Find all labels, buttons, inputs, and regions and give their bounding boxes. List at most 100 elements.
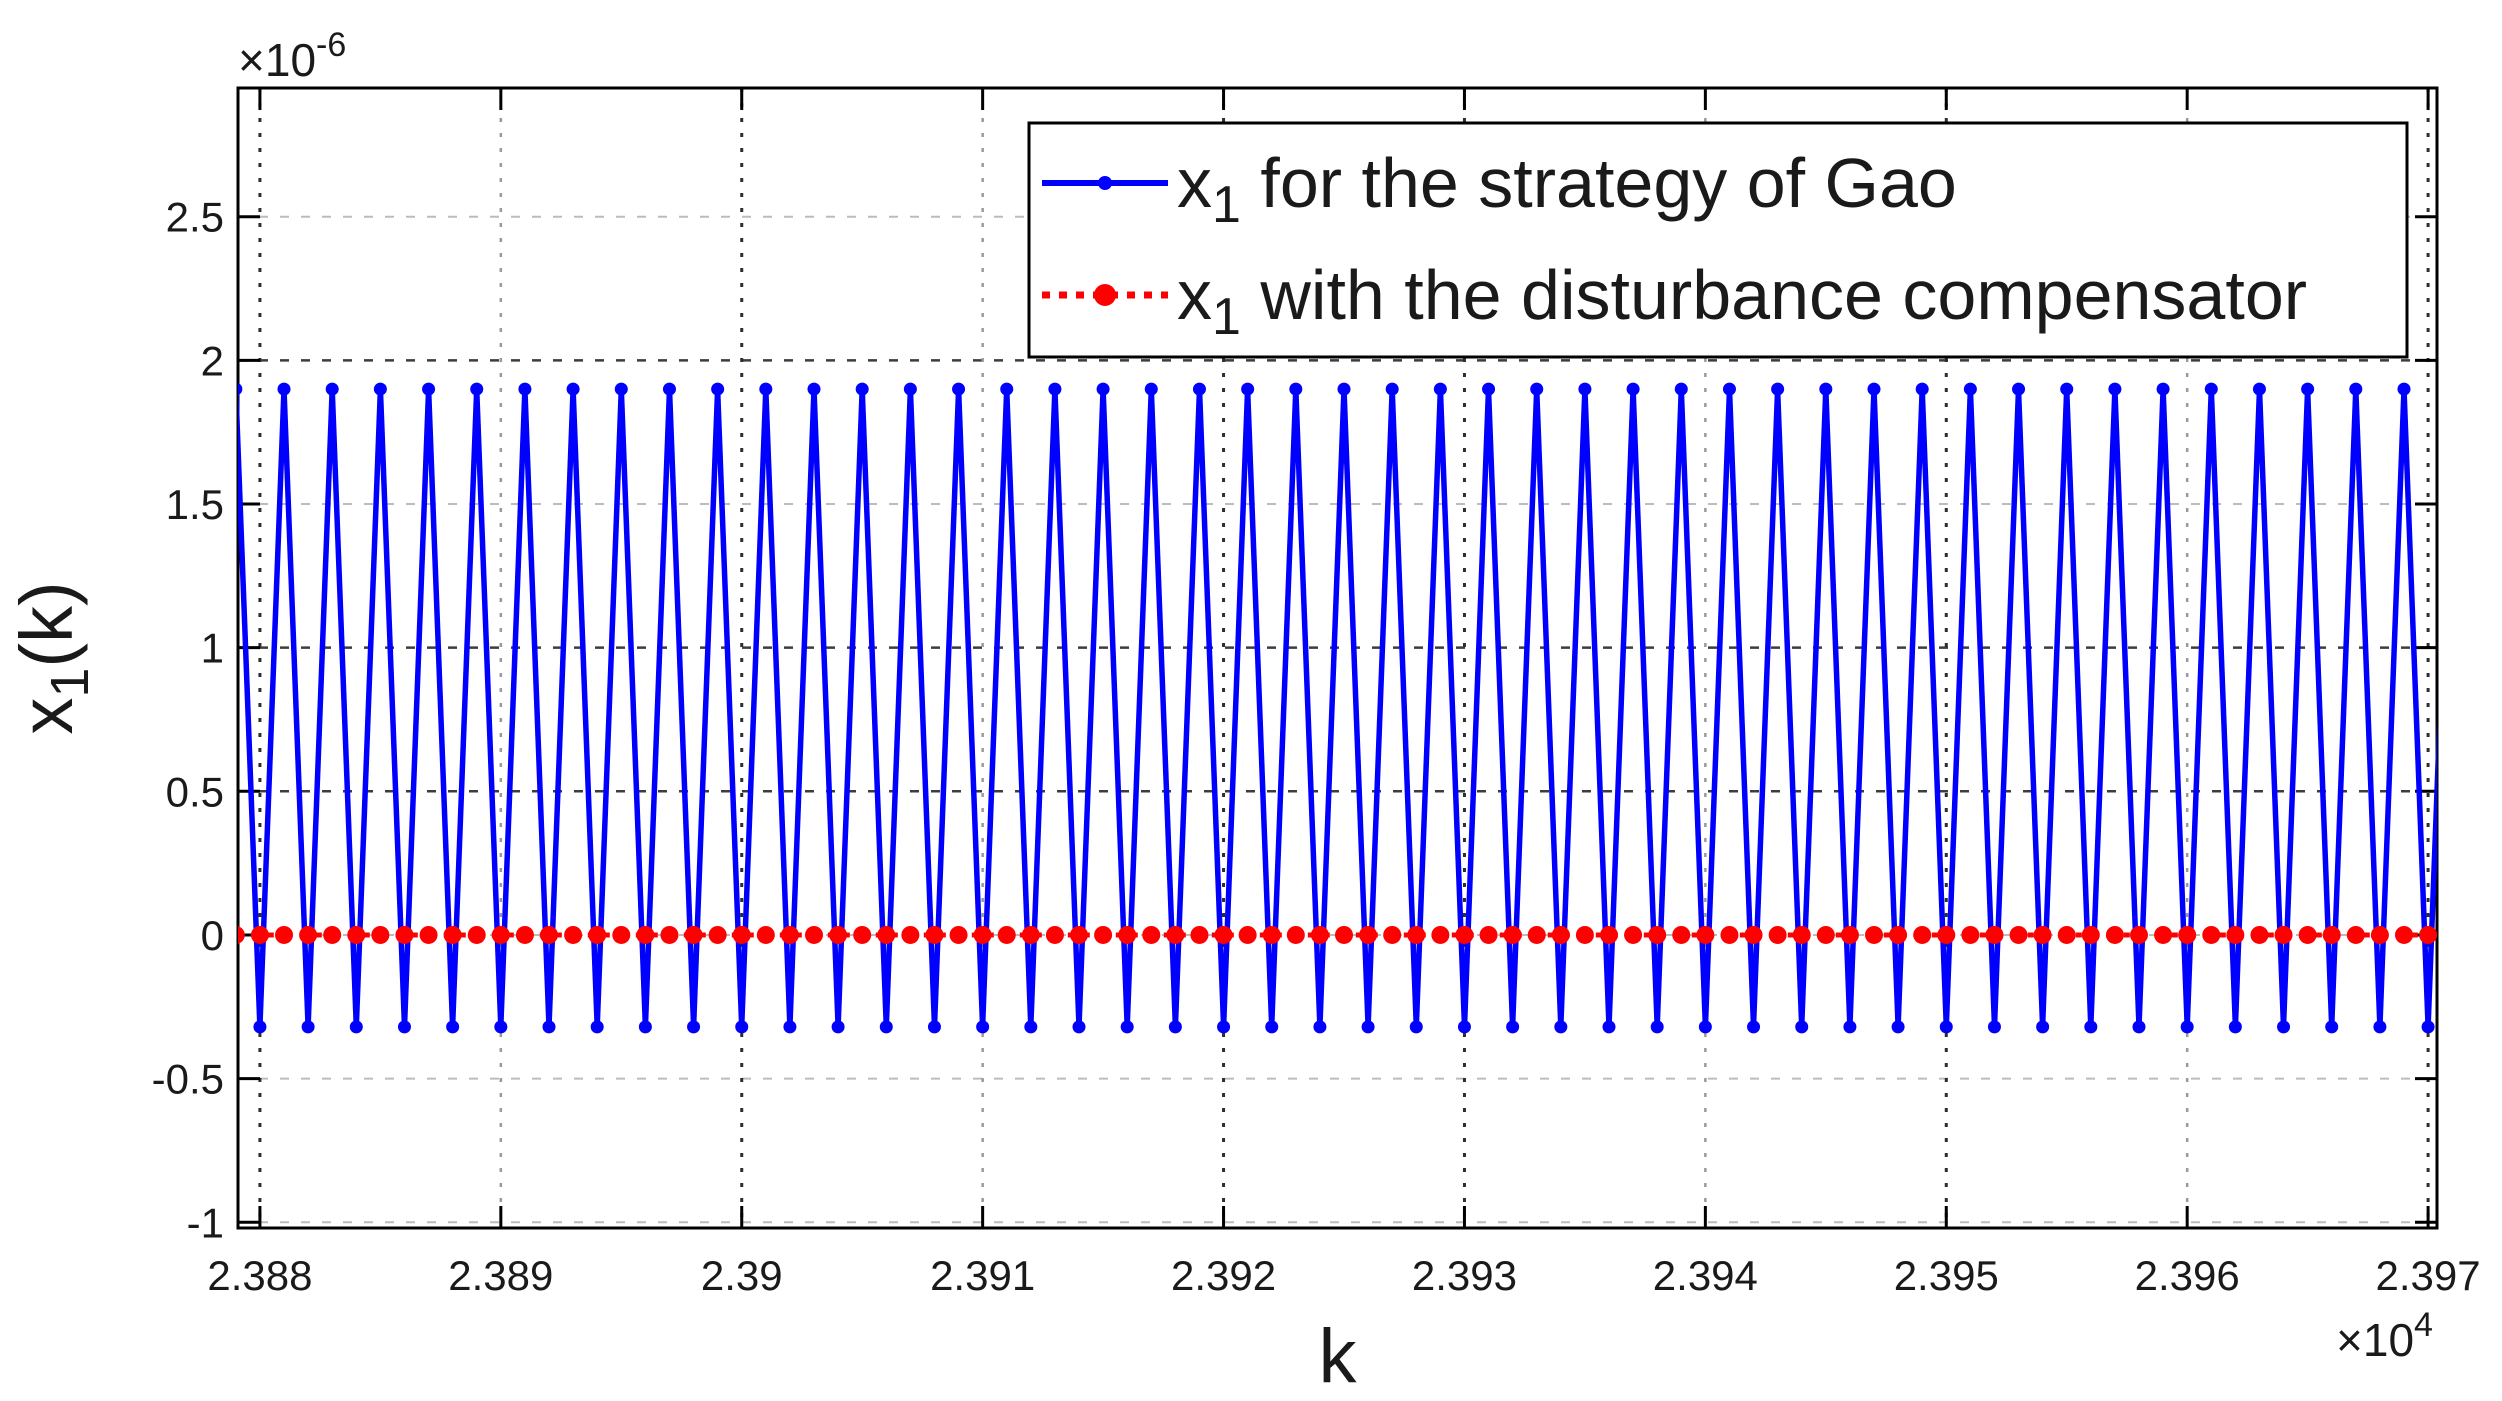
- x-axis-label: k: [1319, 1314, 1358, 1399]
- y-axis-label: x1(k): [5, 581, 100, 734]
- series-compensator-marker: [1744, 925, 1763, 944]
- series-compensator-marker: [1479, 925, 1498, 944]
- series-gao-marker: [1795, 1020, 1809, 1034]
- series-compensator-marker: [732, 925, 751, 944]
- series-compensator-marker: [684, 925, 703, 944]
- series-gao-marker: [1241, 382, 1255, 396]
- series-compensator-marker: [1720, 925, 1739, 944]
- series-compensator-marker: [419, 925, 438, 944]
- series-gao-marker: [494, 1020, 508, 1034]
- series-compensator-marker: [1070, 925, 1089, 944]
- series-gao-marker: [2108, 382, 2122, 396]
- series-gao: [238, 382, 2459, 1034]
- legend-marker-compensator: [1094, 284, 1116, 306]
- series-gao-marker: [2446, 383, 2459, 396]
- series-compensator-marker: [2202, 925, 2221, 944]
- series-compensator-marker: [371, 925, 390, 944]
- series-gao-marker: [662, 382, 676, 396]
- series-compensator-marker: [1335, 925, 1354, 944]
- series-compensator-marker: [2346, 925, 2365, 944]
- series-gao-marker: [566, 382, 580, 396]
- series-gao-marker: [2132, 1020, 2146, 1034]
- series-compensator-marker: [2394, 925, 2413, 944]
- series-compensator-marker: [540, 925, 559, 944]
- series-compensator-marker: [1142, 925, 1161, 944]
- x-tick-label: 2.394: [1653, 1252, 1758, 1299]
- y-tick-label: 2: [201, 337, 224, 384]
- series-gao-marker: [2084, 1020, 2098, 1034]
- legend: x1 for the strategy of Gao x1 with the di…: [1027, 121, 2409, 359]
- series-compensator-marker: [1407, 925, 1426, 944]
- series-gao-marker: [1144, 382, 1158, 396]
- series-compensator-marker: [1961, 925, 1980, 944]
- series-gao-marker: [1771, 382, 1785, 396]
- series-compensator-marker: [1768, 925, 1787, 944]
- series-gao-marker: [927, 1020, 941, 1034]
- series-gao-marker: [735, 1020, 749, 1034]
- series-compensator-marker: [612, 925, 631, 944]
- series-compensator-marker: [515, 925, 534, 944]
- y-tick-label: -1: [187, 1199, 224, 1246]
- series-compensator-marker: [925, 925, 944, 944]
- series-compensator-marker: [1286, 925, 1305, 944]
- series-gao-marker: [1843, 1020, 1857, 1034]
- series-compensator-marker: [250, 925, 269, 944]
- series-gao-marker: [1987, 1020, 2001, 1034]
- x-tick-label: 2.388: [207, 1252, 312, 1299]
- legend-label-compensator: x1 with the disturbance compensator: [1177, 256, 2307, 346]
- series-gao-marker: [2156, 382, 2170, 396]
- series-gao-marker: [1554, 1020, 1568, 1034]
- series-gao-marker: [1915, 382, 1929, 396]
- series-compensator-marker: [2298, 925, 2317, 944]
- series-compensator-marker: [660, 925, 679, 944]
- series-gao-marker: [2228, 1020, 2242, 1034]
- series-compensator-marker: [1310, 925, 1329, 944]
- series-gao-marker: [1602, 1020, 1616, 1034]
- series-gao-marker: [1867, 382, 1881, 396]
- series-gao-marker: [1578, 382, 1592, 396]
- series-compensator-marker: [467, 925, 486, 944]
- series-compensator-marker: [299, 925, 318, 944]
- series-gao-marker: [2373, 1020, 2387, 1034]
- series-gao-marker: [976, 1020, 990, 1034]
- series-gao-marker: [1361, 1020, 1375, 1034]
- y-tick-label: 0.5: [166, 768, 224, 815]
- series-compensator-marker: [973, 925, 992, 944]
- series-compensator-marker: [1648, 925, 1667, 944]
- y-tick-label: 2.5: [166, 194, 224, 241]
- series-gao-marker: [1482, 382, 1496, 396]
- series-gao-marker: [325, 382, 339, 396]
- series-gao-marker: [1072, 1020, 1086, 1034]
- series-gao-marker: [2012, 382, 2026, 396]
- series-compensator-marker: [853, 925, 872, 944]
- series-gao-marker: [2421, 1020, 2435, 1034]
- series-gao-marker: [831, 1020, 845, 1034]
- x-tick-label: 2.392: [1171, 1252, 1276, 1299]
- y-tick-label: -0.5: [152, 1056, 224, 1103]
- series-gao-marker: [1457, 1020, 1471, 1034]
- series-compensator-marker: [1889, 925, 1908, 944]
- series-gao-marker: [1722, 382, 1736, 396]
- series-compensator-marker: [1985, 925, 2004, 944]
- series-compensator-marker: [1262, 925, 1281, 944]
- series-gao-marker: [373, 382, 387, 396]
- series-compensator-marker: [395, 925, 414, 944]
- y-tick-label: 0: [201, 912, 224, 959]
- series-compensator-marker: [2370, 925, 2389, 944]
- series-compensator-marker: [877, 925, 896, 944]
- series-compensator-marker: [1045, 925, 1064, 944]
- series-compensator-marker: [1383, 925, 1402, 944]
- series-compensator-marker: [2274, 925, 2293, 944]
- series-compensator-marker: [1166, 925, 1185, 944]
- series-gao-marker: [1650, 1020, 1664, 1034]
- series-gao-marker: [1168, 1020, 1182, 1034]
- series-gao-marker: [952, 382, 966, 396]
- series-gao-marker: [1891, 1020, 1905, 1034]
- series-compensator-marker: [1527, 925, 1546, 944]
- series-gao-marker: [1819, 382, 1833, 396]
- series-gao-marker: [238, 382, 243, 396]
- series-compensator-marker: [1575, 925, 1594, 944]
- series-gao-marker: [2036, 1020, 2050, 1034]
- series-gao-marker: [759, 382, 773, 396]
